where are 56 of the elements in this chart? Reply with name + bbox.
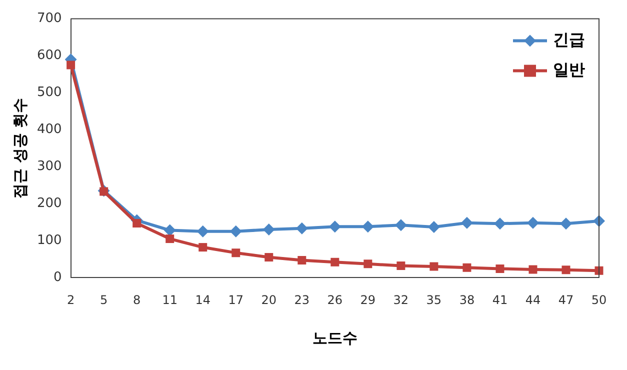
x-tick-label: 14: [195, 292, 210, 307]
x-tick-label: 17: [228, 292, 244, 307]
point: [494, 218, 506, 230]
x-tick-label: 5: [100, 292, 108, 307]
y-axis-title: 접근 성공 횟수: [10, 98, 29, 198]
x-tick-label: 32: [393, 292, 409, 307]
x-tick-label: 44: [525, 292, 541, 307]
x-tick-label: 41: [492, 292, 508, 307]
point: [330, 258, 340, 266]
y-tick-label: 300: [36, 159, 62, 174]
point: [428, 220, 440, 233]
point: [362, 220, 374, 233]
point: [196, 225, 209, 238]
point: [166, 234, 174, 244]
x-tick-label: 38: [459, 292, 475, 307]
x-tick-label: 20: [261, 292, 277, 307]
point: [526, 216, 539, 229]
x-tick-label: 47: [558, 292, 574, 307]
point: [396, 262, 406, 270]
x-tick-label: 2: [66, 292, 75, 307]
legend-label: 긴급: [553, 30, 585, 49]
point: [198, 243, 208, 252]
x-tick-label: 26: [327, 292, 343, 307]
x-tick-label: 50: [591, 292, 607, 307]
point: [262, 224, 275, 236]
point: [298, 256, 306, 264]
point: [264, 253, 274, 262]
point: [66, 60, 76, 70]
point: [364, 260, 372, 268]
point: [496, 264, 504, 273]
y-tick-label: 100: [36, 233, 62, 248]
point: [164, 224, 176, 236]
point: [296, 222, 308, 234]
point: [528, 265, 538, 274]
x-tick-label: 35: [426, 292, 442, 307]
point: [462, 263, 472, 272]
point: [230, 225, 242, 238]
y-tick-label: 400: [36, 122, 62, 138]
x-tick-label: 29: [360, 292, 376, 307]
y-tick-label: 600: [36, 48, 62, 64]
y-tick-label: 500: [36, 85, 62, 100]
y-tick-label: 0: [54, 270, 62, 285]
point: [232, 248, 240, 258]
point: [328, 220, 341, 233]
point: [430, 262, 438, 271]
x-tick-label: 8: [133, 292, 141, 307]
x-axis-title: 노드수: [312, 328, 358, 347]
point: [460, 216, 473, 229]
x-tick-label: 11: [162, 292, 178, 307]
point: [132, 219, 142, 228]
y-tick-label: 200: [36, 196, 62, 212]
legend-label: 일반: [553, 60, 585, 79]
point: [394, 219, 407, 232]
x-tick-label: 23: [294, 292, 310, 307]
point: [562, 266, 570, 274]
y-tick-label: 700: [36, 11, 62, 26]
